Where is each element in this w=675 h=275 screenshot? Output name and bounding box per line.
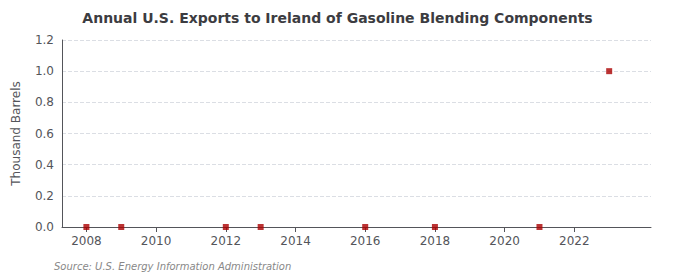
svg-text:2016: 2016 xyxy=(350,234,381,248)
svg-text:Annual U.S. Exports to Ireland: Annual U.S. Exports to Ireland of Gasoli… xyxy=(82,10,592,26)
svg-text:2012: 2012 xyxy=(211,234,242,248)
svg-text:2014: 2014 xyxy=(280,234,311,248)
svg-text:2008: 2008 xyxy=(71,234,102,248)
svg-text:0.0: 0.0 xyxy=(35,220,54,234)
svg-text:2020: 2020 xyxy=(489,234,520,248)
svg-text:2022: 2022 xyxy=(559,234,590,248)
svg-text:0.8: 0.8 xyxy=(35,95,54,109)
svg-text:0.4: 0.4 xyxy=(35,158,54,172)
svg-text:2010: 2010 xyxy=(141,234,172,248)
svg-text:1.0: 1.0 xyxy=(35,64,54,78)
svg-text:0.2: 0.2 xyxy=(35,189,54,203)
svg-text:Source: U.S. Energy Informatio: Source: U.S. Energy Information Administ… xyxy=(54,261,291,272)
svg-text:0.6: 0.6 xyxy=(35,127,54,141)
svg-text:1.2: 1.2 xyxy=(35,33,54,47)
svg-text:2018: 2018 xyxy=(420,234,451,248)
svg-text:Thousand Barrels: Thousand Barrels xyxy=(9,81,23,186)
